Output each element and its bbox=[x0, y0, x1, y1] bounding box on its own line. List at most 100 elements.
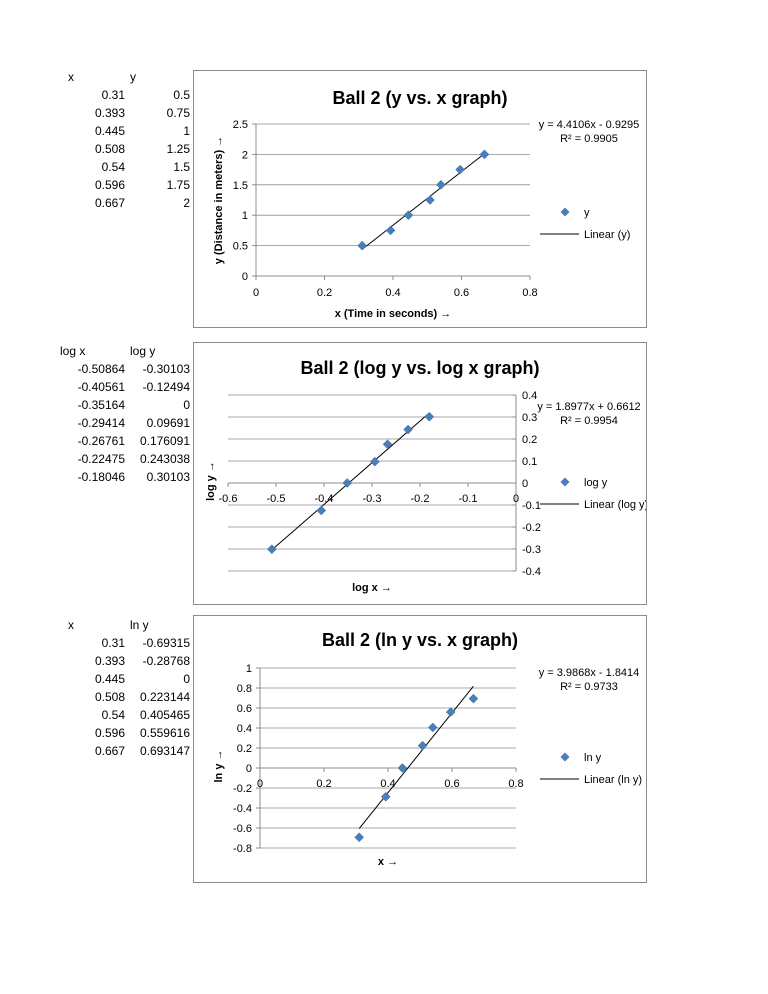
x-tick-label: -0.3 bbox=[363, 493, 382, 505]
chart-ln-y-vs-x-svg: Ball 2 (ln y vs. x graph) -0.8 -0.6 -0.4 -0.… bbox=[213, 630, 642, 868]
chart-y-vs-x: Ball 2 (y vs. x graph) 0 0.5 1 1.5 2 2.5 0 0.2 0.… bbox=[193, 70, 647, 328]
table-cell: -0.35164 bbox=[77, 398, 125, 412]
x-tick-label: -0.6 bbox=[219, 493, 238, 505]
data-point bbox=[369, 456, 380, 467]
data-point bbox=[479, 149, 490, 160]
table-cell: -0.29414 bbox=[77, 416, 125, 430]
y-tick-label: 0 bbox=[522, 478, 528, 490]
table-cell: 0 bbox=[183, 672, 190, 686]
table-cell: 1.75 bbox=[166, 178, 190, 192]
table-header-x: x bbox=[68, 618, 74, 632]
y-tick-label: 0.3 bbox=[522, 412, 537, 424]
table-cell: -0.28768 bbox=[142, 654, 190, 668]
table-cell: 0.393 bbox=[94, 106, 125, 120]
table-cell: 0.559616 bbox=[139, 726, 190, 740]
y-tick-label: 0.2 bbox=[522, 434, 537, 446]
trendline-r-squared: R² = 0.9954 bbox=[560, 415, 618, 427]
table-header-y: y bbox=[130, 70, 136, 84]
table-header-x: log x bbox=[60, 344, 86, 358]
x-tick-label: -0.4 bbox=[315, 493, 334, 505]
x-tick-label: 0.6 bbox=[454, 287, 469, 299]
table-cell: 0.30103 bbox=[146, 470, 190, 484]
y-tick-label: 1 bbox=[242, 210, 248, 222]
data-point bbox=[468, 693, 479, 704]
table-cell: -0.22475 bbox=[77, 452, 125, 466]
table-cell: 0.667 bbox=[94, 744, 125, 758]
table-cell: -0.30103 bbox=[142, 362, 190, 376]
data-point bbox=[403, 424, 413, 435]
chart-log-y-vs-log-x-svg: Ball 2 (log y vs. log x graph) -0.4 -0.3 -0… bbox=[205, 358, 648, 594]
table-cell: 0.176091 bbox=[139, 434, 190, 448]
data-point bbox=[385, 225, 396, 236]
y-tick-label: 0 bbox=[246, 763, 252, 775]
legend-label: log y bbox=[584, 477, 608, 489]
data-table-ln-y-vs-x: x ln y 0.31 -0.69315 0.393 -0.28768 0.445 0 0.50… bbox=[60, 616, 200, 766]
x-tick-label: 0.8 bbox=[508, 778, 523, 790]
y-tick-label: 0.1 bbox=[522, 456, 537, 468]
trendline bbox=[358, 685, 474, 829]
table-cell: 1 bbox=[183, 124, 190, 138]
legend-marker bbox=[560, 207, 570, 217]
y-tick-label: 0.5 bbox=[233, 241, 248, 253]
table-cell: 0.445 bbox=[94, 124, 125, 138]
legend-label: y bbox=[584, 207, 590, 219]
x-axis-label: x (Time in seconds) → bbox=[335, 308, 452, 320]
trendline-r-squared: R² = 0.9733 bbox=[560, 681, 618, 693]
y-axis-label: log y → bbox=[205, 461, 217, 501]
table-cell: 0.54 bbox=[101, 160, 125, 174]
table-cell: 0.5 bbox=[173, 88, 190, 102]
x-tick-label: -0.5 bbox=[267, 493, 286, 505]
trendline bbox=[271, 412, 430, 551]
y-tick-label: -0.4 bbox=[233, 803, 252, 815]
x-tick-label: 0 bbox=[253, 287, 259, 299]
table-cell: 2 bbox=[183, 196, 190, 210]
y-tick-label: -0.1 bbox=[522, 500, 541, 512]
table-cell: 0.508 bbox=[94, 142, 125, 156]
table-cell: 0.405465 bbox=[139, 708, 190, 722]
table-cell: 0.445 bbox=[94, 672, 125, 686]
data-point bbox=[316, 505, 327, 516]
trendline-r-squared: R² = 0.9905 bbox=[560, 133, 618, 145]
trendline-equation: y = 1.8977x + 0.6612 bbox=[537, 401, 640, 413]
table-cell: -0.26761 bbox=[77, 434, 125, 448]
x-axis-label: log x → bbox=[352, 582, 392, 594]
chart-ln-y-vs-x: Ball 2 (ln y vs. x graph) -0.8 -0.6 -0.4 -0.… bbox=[193, 615, 647, 883]
table-cell: 0.09691 bbox=[146, 416, 190, 430]
table-cell: 0 bbox=[183, 398, 190, 412]
y-tick-label: 0 bbox=[242, 271, 248, 283]
table-cell: 0.31 bbox=[101, 88, 125, 102]
table-cell: 0.596 bbox=[94, 726, 125, 740]
table-cell: 0.667 bbox=[94, 196, 125, 210]
table-cell: 0.393 bbox=[94, 654, 125, 668]
table-header-x: x bbox=[68, 70, 74, 84]
legend-marker bbox=[560, 752, 570, 762]
x-tick-label: -0.2 bbox=[411, 493, 430, 505]
table-cell: -0.69315 bbox=[142, 636, 190, 650]
data-point bbox=[357, 240, 368, 251]
data-point bbox=[342, 478, 353, 488]
data-point bbox=[380, 791, 391, 802]
table-cell: 0.54 bbox=[101, 708, 125, 722]
data-point bbox=[397, 763, 408, 773]
y-tick-label: -0.4 bbox=[522, 566, 541, 578]
data-point bbox=[382, 439, 393, 450]
x-tick-label: 0.4 bbox=[380, 778, 395, 790]
table-cell: 0.75 bbox=[166, 106, 190, 120]
table-cell: 0.243038 bbox=[139, 452, 190, 466]
data-point bbox=[403, 210, 414, 221]
x-tick-label: 0.4 bbox=[385, 287, 400, 299]
y-tick-label: 2.5 bbox=[233, 119, 248, 131]
y-tick-label: 0.4 bbox=[522, 390, 537, 402]
table-cell: -0.40561 bbox=[77, 380, 125, 394]
legend-label-linear: Linear (log y) bbox=[584, 499, 646, 511]
y-tick-label: 0.6 bbox=[237, 703, 252, 715]
table-cell: 0.693147 bbox=[139, 744, 190, 758]
table-header-y: log y bbox=[130, 344, 156, 358]
y-tick-label: -0.2 bbox=[233, 783, 252, 795]
data-point bbox=[455, 164, 465, 175]
data-point bbox=[266, 544, 277, 555]
legend-marker bbox=[560, 477, 570, 487]
y-tick-label: 1 bbox=[246, 663, 252, 675]
trendline bbox=[361, 153, 485, 250]
y-axis-label: ln y → bbox=[213, 749, 225, 782]
